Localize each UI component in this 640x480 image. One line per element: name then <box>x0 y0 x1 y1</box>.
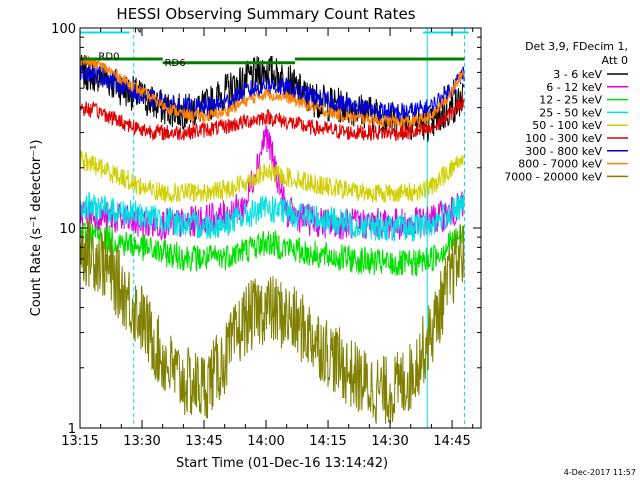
x-tick-label: 14:00 <box>247 434 284 449</box>
legend-label-8: 7000 - 20000 keV <box>504 170 602 183</box>
footer-date: 4-Dec-2017 11:57 <box>564 468 636 477</box>
x-tick-label: 13:15 <box>61 434 98 449</box>
legend-label-4: 50 - 100 keV <box>532 119 602 132</box>
legend-header-line-1: Det 3,9, FDecim 1, <box>525 40 628 53</box>
chart-title: HESSI Observing Summary Count Rates <box>116 5 415 23</box>
x-tick-label: 13:45 <box>185 434 222 449</box>
series-line-8 <box>80 217 465 424</box>
legend-label-7: 800 - 7000 keV <box>518 158 602 171</box>
series-line-5 <box>80 94 465 142</box>
x-axis-label: Start Time (01-Dec-16 13:14:42) <box>176 456 388 471</box>
series-group: RD0 RD6 N <box>80 24 469 428</box>
series-line-1 <box>80 124 465 242</box>
y-tick-label: 100 <box>51 22 76 37</box>
plot-area: RD0 RD6 N <box>80 24 469 428</box>
y-tick-label: 10 <box>59 222 76 237</box>
y-axis-label: Count Rate (s⁻¹ detector⁻¹) <box>29 140 44 317</box>
series-line-7 <box>80 55 465 129</box>
axes: 13:15 13:30 13:45 14:00 14:15 14:30 14:45 1 10 10… <box>51 22 481 449</box>
series-line-4 <box>80 150 465 203</box>
legend-label-5: 100 - 300 keV <box>525 132 602 145</box>
legend-label-2: 12 - 25 keV <box>539 94 602 107</box>
annotation-label-0: RD0 <box>98 51 119 62</box>
legend-label-6: 300 - 800 keV <box>525 145 602 158</box>
x-tick-label: 14:45 <box>433 434 470 449</box>
y-tick-label: 1 <box>68 422 76 437</box>
legend-header-line-2: Att 0 <box>602 54 628 67</box>
series-line-6 <box>80 60 465 122</box>
legend-label-0: 3 - 6 keV <box>553 68 602 81</box>
legend-label-3: 25 - 50 keV <box>539 106 602 119</box>
x-tick-label: 14:30 <box>371 434 408 449</box>
series-line-2 <box>80 222 465 277</box>
legend-label-1: 6 - 12 keV <box>546 81 602 94</box>
x-tick-label: 14:15 <box>309 434 346 449</box>
series-line-3 <box>80 192 465 242</box>
annotation-label-1: RD6 <box>165 58 186 69</box>
annotation-label-2: N <box>134 24 141 35</box>
x-tick-label: 13:30 <box>123 434 160 449</box>
